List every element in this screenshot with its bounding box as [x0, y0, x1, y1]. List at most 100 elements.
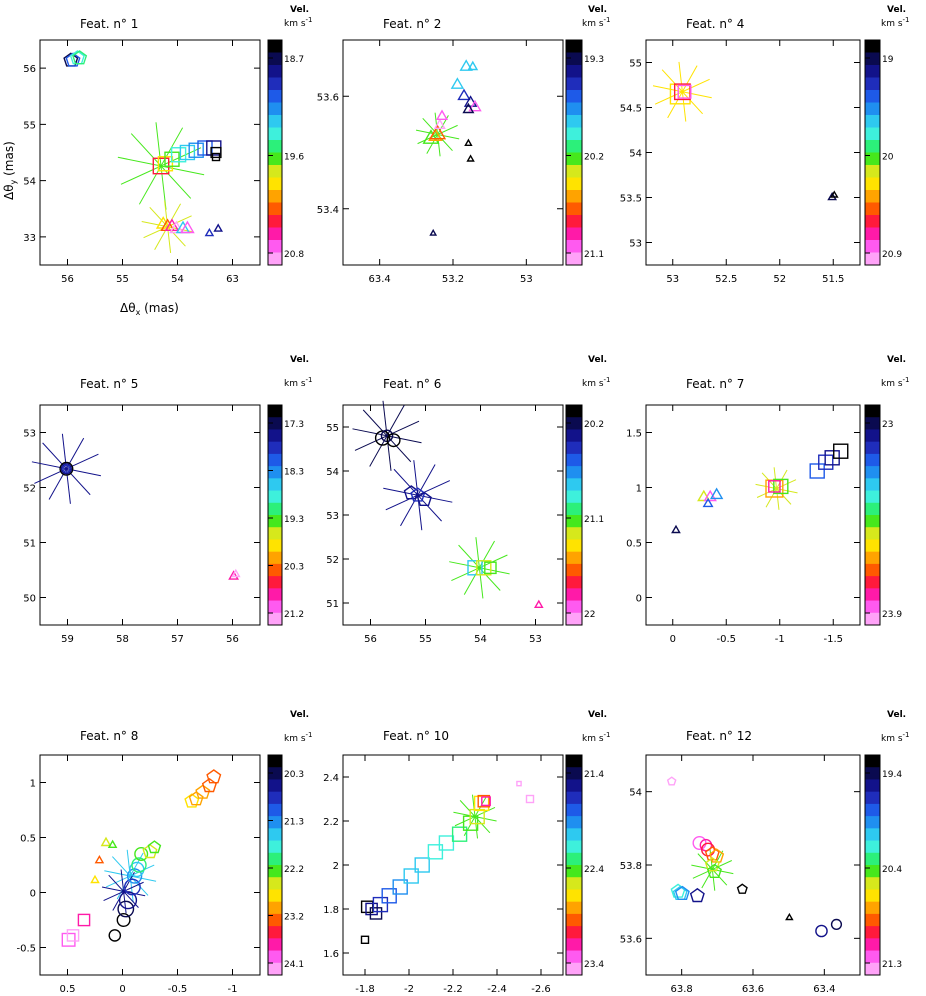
x-tick-label: -0.5	[168, 984, 188, 995]
colorbar-swatch	[865, 889, 880, 903]
panel-title: Feat. n° 12	[686, 729, 752, 743]
colorbar-swatch	[566, 177, 582, 191]
panel-3: Feat. n° 4 Vel.km s-1 53 52.5 52 51.5 55 54.5 54…	[620, 5, 910, 285]
vector-ray	[474, 816, 497, 822]
colorbar-swatch	[268, 502, 282, 516]
x-tick-label: 63.6	[742, 984, 764, 995]
data-point	[830, 190, 839, 198]
colorbar-swatch	[865, 527, 880, 540]
vector-ray	[164, 200, 169, 227]
colorbar-swatch	[865, 240, 880, 253]
colorbar-swatch	[268, 127, 282, 141]
colorbar-swatch	[865, 551, 880, 565]
vector-star	[652, 61, 712, 122]
colorbar-tick-label: 24.1	[284, 960, 304, 970]
vel-unit-exponent: -1	[903, 376, 910, 384]
colorbar-swatch	[865, 502, 880, 516]
y-tick-label: 53.4	[317, 205, 339, 216]
colorbar-tick-label: 17.3	[284, 420, 304, 430]
vector-star	[31, 433, 101, 504]
colorbar-tick-label: 20.9	[882, 250, 902, 260]
colorbar-swatch	[865, 877, 880, 890]
y-tick-label: 53	[23, 429, 36, 440]
colorbar-swatch	[268, 926, 282, 939]
vector-ray	[711, 869, 716, 891]
colorbar-swatch	[865, 227, 880, 241]
y-axis-subscript: y	[9, 179, 18, 184]
colorbar-swatch	[566, 90, 582, 103]
colorbar-swatch	[566, 115, 582, 128]
colorbar-swatch	[566, 962, 582, 976]
colorbar-swatch	[268, 405, 282, 418]
colorbar-swatch	[268, 588, 282, 601]
data-point	[477, 794, 491, 808]
data-point	[469, 808, 485, 825]
data-point	[768, 480, 781, 493]
colorbar-swatch	[268, 77, 282, 91]
data-point	[72, 50, 88, 65]
vector-star	[117, 122, 205, 210]
data-point	[210, 146, 222, 159]
x-axis-unit: (mas)	[140, 301, 178, 315]
colorbar-swatch	[268, 612, 282, 626]
colorbar-swatch	[566, 612, 582, 626]
vector-ray	[123, 881, 144, 892]
vel-unit-label: km s-1	[881, 731, 910, 744]
y-tick-label: 1.8	[323, 905, 339, 916]
colorbar-tick-label: 19.3	[284, 515, 304, 525]
vector-ray	[458, 544, 480, 569]
colorbar-swatch	[268, 539, 282, 553]
vector-ray	[475, 537, 480, 568]
y-tick-label: 0.5	[626, 539, 642, 550]
colorbar-swatch	[865, 252, 880, 266]
data-point	[179, 144, 196, 161]
panel-2: Feat. n° 2 Vel.km s-1 63.4 53.2 53 53.6 53.4 19…	[317, 5, 611, 285]
colorbar-swatch	[566, 502, 582, 516]
colorbar-tick-label: 22	[584, 610, 595, 620]
vector-ray	[422, 117, 438, 135]
colorbar-swatch	[566, 429, 582, 443]
x-tick-label: -0.5	[716, 634, 736, 645]
plot-frame	[39, 39, 261, 266]
colorbar-swatch	[566, 901, 582, 915]
x-tick-label: 58	[116, 634, 129, 645]
colorbar-swatch	[865, 490, 880, 504]
colorbar-swatch	[268, 563, 282, 577]
x-tick-label: 59	[61, 634, 74, 645]
vel-unit-exponent: -1	[306, 376, 313, 384]
colorbar-swatch	[566, 803, 582, 817]
colorbar-swatch	[865, 466, 880, 479]
colorbar-swatch	[566, 852, 582, 866]
colorbar-swatch	[268, 600, 282, 614]
data-point	[466, 154, 475, 162]
vector-ray	[776, 488, 792, 505]
x-tick-label: -2.4	[487, 984, 507, 995]
colorbar-swatch	[865, 600, 880, 614]
x-tick-label: 0	[119, 984, 125, 995]
colorbar-tick-label: 20.8	[284, 250, 304, 260]
colorbar-swatch	[566, 539, 582, 553]
vector-ray	[682, 78, 710, 93]
y-tick-label: 33	[23, 233, 36, 244]
vector-ray	[459, 800, 476, 817]
vector-ray	[712, 860, 733, 870]
colorbar-swatch	[865, 791, 880, 805]
colorbar-tick-label: 20	[882, 153, 894, 163]
colorbar-tick-label: 19.6	[284, 153, 304, 163]
colorbar-swatch	[268, 140, 282, 153]
colorbar-tick-label: 20.3	[284, 563, 304, 573]
vector-ray	[678, 61, 683, 92]
colorbar-swatch	[566, 889, 582, 903]
data-point	[170, 147, 187, 163]
y-tick-label: 1	[30, 779, 36, 790]
vel-label: Vel.	[290, 710, 309, 720]
x-tick-label: -1	[775, 634, 785, 645]
colorbar-frame	[864, 39, 881, 266]
data-point	[689, 887, 705, 903]
data-point	[386, 433, 401, 448]
data-point	[65, 52, 81, 67]
data-point	[392, 879, 408, 895]
colorbar-swatch	[566, 240, 582, 253]
data-point	[188, 142, 204, 158]
